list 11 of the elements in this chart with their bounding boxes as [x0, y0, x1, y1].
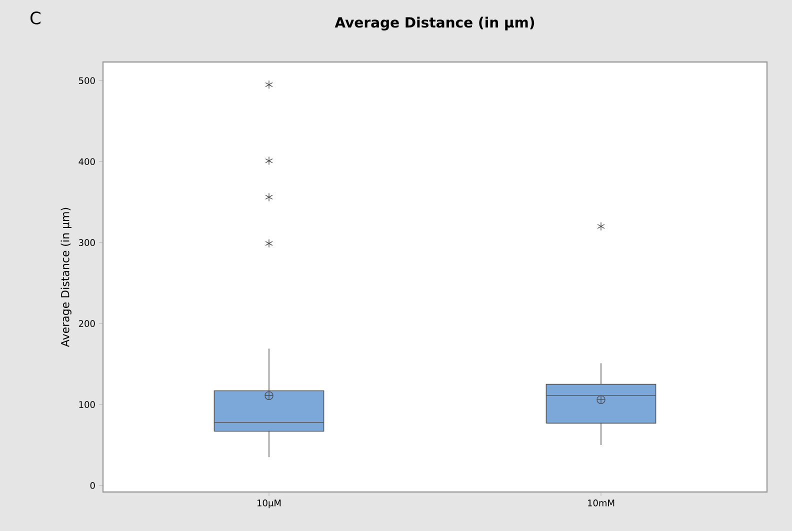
text: C [30, 12, 40, 24]
y-tick-label: 500 [78, 77, 95, 84]
y-tick-label: 0 [90, 482, 95, 489]
y-axis-title: Average Distance (in μm) [60, 208, 72, 347]
y-tick-label: 400 [78, 158, 95, 165]
y-tick-label: 200 [78, 320, 95, 327]
x-tick-label: 10μM [258, 500, 281, 508]
y-tick-label: 100 [79, 401, 95, 408]
x-tick-label: 10mM [588, 500, 614, 506]
y-tick-label: 300 [78, 239, 95, 246]
chart-title: Average Distance (in μm) [334, 16, 534, 30]
